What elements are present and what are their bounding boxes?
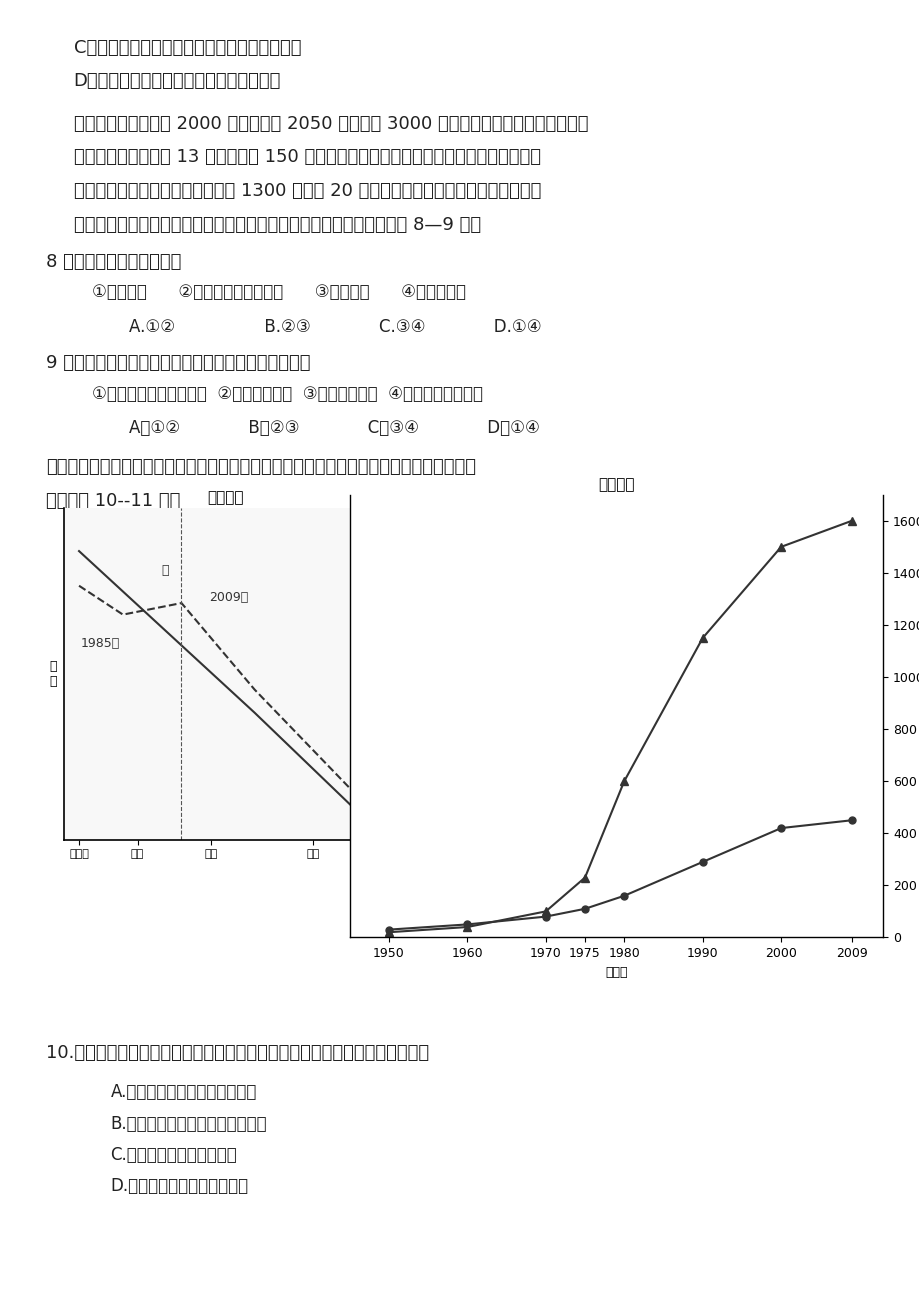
Text: 2009年: 2009年 [210, 591, 248, 604]
Text: 是我国第一大城市，市区人口超过 1300 万，近 20 年来，上海改善了交通状况，人均居住: 是我国第一大城市，市区人口超过 1300 万，近 20 年来，上海改善了交通状况… [74, 182, 540, 201]
Text: D.城市规模变小、发展中国家: D.城市规模变小、发展中国家 [110, 1177, 248, 1195]
Text: ①建设卫星城，开发新区  ②扩大城市规模  ③边污染边治理  ④扩大城市绿地面积: ①建设卫星城，开发新区 ②扩大城市规模 ③边污染边治理 ④扩大城市绿地面积 [92, 385, 482, 404]
Text: 9 墨西哥城的城市问题的治理，可以借鉴上海的经验是: 9 墨西哥城的城市问题的治理，可以借鉴上海的经验是 [46, 354, 311, 372]
Text: ①汽车尾气      ②工矿企业排放的烟气      ③氮氧化物      ④固体废弃物: ①汽车尾气 ②工矿企业排放的烟气 ③氮氧化物 ④固体废弃物 [92, 283, 466, 301]
Text: C．距离原料、能源供应地较近，工业用水充足: C．距离原料、能源供应地较近，工业用水充足 [74, 39, 301, 57]
Text: A.交通的通达度提高、发达国家: A.交通的通达度提高、发达国家 [110, 1083, 256, 1101]
Text: D．劳动力成本低，当地的商品粮供应充足: D．劳动力成本低，当地的商品粮供应充足 [74, 72, 280, 90]
Text: 读图回答 10--11 题。: 读图回答 10--11 题。 [46, 492, 180, 510]
Title: 图（一）: 图（一） [207, 491, 244, 505]
Text: B.交通的通达度提高、发展中国家: B.交通的通达度提高、发展中国家 [110, 1115, 267, 1133]
X-axis label: （年）: （年） [605, 966, 627, 979]
Text: 1985年: 1985年 [81, 637, 119, 650]
Text: A．①②             B．②③             C．③④             D．①④: A．①② B．②③ C．③④ D．①④ [129, 419, 539, 437]
Text: A.①②                 B.②③             C.③④             D.①④: A.①② B.②③ C.③④ D.①④ [129, 318, 541, 336]
Text: 面积和绿地面积均有大幅度提高，目前城市环境问题正日益好转。完成 8—9 题。: 面积和绿地面积均有大幅度提高，目前城市环境问题正日益好转。完成 8—9 题。 [74, 216, 481, 234]
Text: 境污染严重，城内有 13 万家工厂和 150 万辆汽车，每天墨西哥笼罩在黄色烟雾之中。上海: 境污染严重，城内有 13 万家工厂和 150 万辆汽车，每天墨西哥笼罩在黄色烟雾… [74, 148, 540, 167]
Text: 下图中图（一）为某市同一地区不同时期地价曲线图，图（二）为该市城市规模的变化图，: 下图中图（一）为某市同一地区不同时期地价曲线图，图（二）为该市城市规模的变化图， [46, 458, 475, 477]
Text: 城市核心区: 城市核心区 [423, 495, 465, 508]
Text: 8 墨西哥大气主要污染源是: 8 墨西哥大气主要污染源是 [46, 253, 181, 271]
Y-axis label: 地
价: 地 价 [50, 660, 57, 687]
Title: 图（二）: 图（二） [597, 478, 634, 492]
Text: 甲: 甲 [161, 564, 168, 577]
Text: 10.图（一）中甲地地价变化的原因和图（二）可代表的国家类型分别是（　）: 10.图（一）中甲地地价变化的原因和图（二）可代表的国家类型分别是（ ） [46, 1044, 428, 1062]
Text: C.城市规模变小、发达国家: C.城市规模变小、发达国家 [110, 1146, 237, 1164]
Text: 城乡过渡带: 城乡过渡带 [607, 495, 649, 508]
Text: 墨西哥城人口近 2000 万，预计到 2050 年人口达 3000 万，为世界第一大城市，该城环: 墨西哥城人口近 2000 万，预计到 2050 年人口达 3000 万，为世界第… [74, 115, 587, 133]
